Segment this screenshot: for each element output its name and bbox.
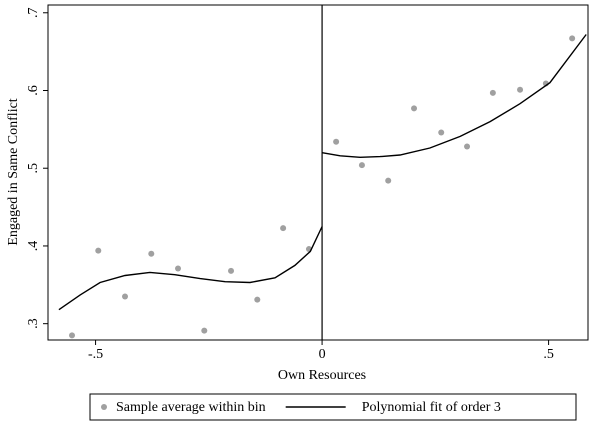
x-tick-label: -.5: [88, 347, 103, 362]
data-point: [411, 105, 418, 112]
data-point: [69, 332, 76, 339]
data-point: [280, 225, 287, 232]
legend-label: Sample average within bin: [116, 400, 266, 415]
data-point: [569, 35, 576, 42]
y-axis-label: Engaged in Same Conflict: [6, 98, 21, 245]
data-point: [95, 247, 102, 254]
data-point: [148, 250, 155, 257]
data-point: [385, 177, 392, 184]
data-point: [333, 138, 340, 145]
data-point: [228, 267, 235, 274]
legend-marker: [101, 404, 107, 410]
y-tick-label: .5: [26, 163, 41, 174]
data-point: [175, 265, 182, 272]
data-point: [464, 143, 471, 150]
data-point: [254, 296, 261, 303]
data-point: [201, 327, 208, 334]
legend-frame: [89, 393, 577, 421]
legend-label: Polynomial fit of order 3: [362, 400, 501, 415]
data-point: [122, 293, 129, 300]
x-axis-label: Own Resources: [278, 368, 366, 383]
data-point: [517, 86, 524, 93]
y-tick-label: .3: [26, 318, 41, 329]
y-tick-label: .7: [26, 8, 41, 18]
y-tick-label: .4: [26, 241, 41, 252]
x-tick-label: 0: [319, 347, 326, 362]
data-point: [489, 89, 496, 96]
x-tick-label: .5: [543, 347, 554, 362]
data-point: [358, 162, 365, 169]
fit-line: [58, 34, 587, 311]
y-tick-label: .6: [26, 85, 41, 96]
data-point: [438, 129, 445, 136]
plot-frame: [47, 4, 589, 341]
